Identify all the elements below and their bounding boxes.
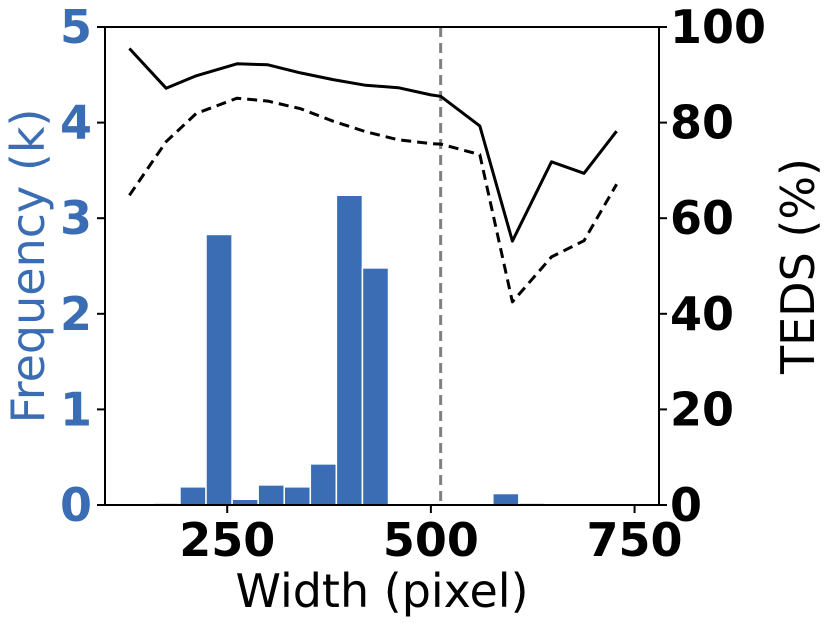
x-tick-label: 750 bbox=[587, 513, 683, 567]
y-tick-left-label: 1 bbox=[60, 382, 92, 436]
y-tick-left-label: 3 bbox=[60, 191, 92, 245]
x-tick-label: 500 bbox=[383, 513, 479, 567]
y-ticks-left: 0 1 2 3 4 5 bbox=[60, 0, 105, 532]
y-tick-right-label: 40 bbox=[670, 287, 734, 341]
histogram-bar bbox=[335, 194, 364, 506]
histogram-bars bbox=[153, 194, 546, 506]
y-tick-left-label: 4 bbox=[60, 96, 92, 150]
histogram-bar bbox=[361, 267, 390, 506]
histogram-bar bbox=[309, 463, 338, 506]
y-tick-right-label: 20 bbox=[670, 382, 734, 436]
histogram-bar bbox=[205, 233, 233, 506]
y-tick-right-label: 60 bbox=[670, 191, 734, 245]
histogram-bar bbox=[257, 484, 285, 506]
y-tick-right-label: 80 bbox=[670, 96, 734, 150]
plot-frame bbox=[104, 26, 660, 506]
y-tick-right-label: 0 bbox=[670, 478, 702, 532]
y-axis-left-label: Frequency (k) bbox=[1, 109, 55, 424]
x-tick-label: 250 bbox=[179, 513, 275, 567]
y-tick-left-label: 2 bbox=[60, 287, 92, 341]
y-axis-right-label: TEDS (%) bbox=[771, 158, 825, 375]
teds-line-dashed bbox=[128, 96, 618, 304]
teds-line-solid bbox=[128, 47, 618, 243]
y-tick-left-label: 5 bbox=[60, 0, 92, 54]
y-tick-left-label: 0 bbox=[60, 478, 92, 532]
x-axis-label: Width (pixel) bbox=[235, 564, 528, 618]
histogram-bar bbox=[283, 486, 312, 506]
y-ticks-right: 0 20 40 60 80 100 bbox=[659, 0, 766, 532]
y-tick-right-label: 100 bbox=[670, 0, 766, 54]
histogram-bar bbox=[179, 486, 207, 506]
histogram-bar bbox=[492, 492, 520, 506]
teds-lines bbox=[128, 47, 618, 304]
x-ticks: 250 500 750 bbox=[179, 505, 683, 567]
